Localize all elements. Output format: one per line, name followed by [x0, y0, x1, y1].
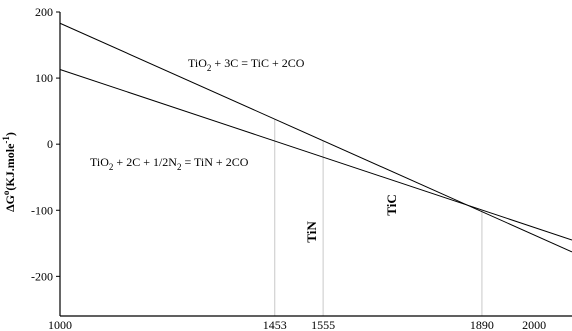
- x-tick-labels: 1000 1453 1555 1890 2000: [48, 318, 546, 331]
- series-lines: [59, 22, 572, 253]
- series-line-tin: [59, 69, 572, 241]
- series-line-tic: [59, 22, 572, 253]
- equation-tic: TiO2 + 3C = TiC + 2CO: [188, 56, 305, 73]
- x-tick-label: 1555: [311, 318, 335, 331]
- equation-tic-b: + 3C = TiC + 2CO: [211, 56, 304, 70]
- equation-tic-a: TiO: [188, 56, 207, 70]
- x-tick-label: 2000: [522, 318, 546, 331]
- equation-tic-a-sub: 2: [207, 63, 212, 73]
- region-label-tin: TiN: [304, 221, 319, 243]
- equation-tin-a: TiO: [90, 155, 109, 169]
- y-tick-labels: 200 100 0 -100 -200: [31, 5, 60, 283]
- equation-tin: TiO2 + 2C + 1/2N2 = TiN + 2CO: [90, 155, 249, 172]
- equation-tin-b-sub: 2: [177, 162, 182, 172]
- y-axis-label-rest: KJ.mole: [3, 143, 17, 187]
- y-axis-label-main: ΔG: [3, 195, 17, 212]
- x-tick-label: 1453: [263, 318, 287, 331]
- y-tick-label: 100: [35, 71, 53, 85]
- x-tick-label: 1890: [470, 318, 494, 331]
- y-tick-label: -200: [31, 269, 53, 283]
- x-tick-label: 1000: [48, 318, 72, 331]
- equation-tin-a-sub: 2: [109, 162, 114, 172]
- y-tick-label: -100: [31, 203, 53, 217]
- y-tick-label: 200: [35, 5, 53, 19]
- y-axis-label: ΔGo(KJ.mole-1): [1, 132, 17, 212]
- equation-tin-c: = TiN + 2CO: [181, 155, 248, 169]
- y-axis-label-sup: o: [1, 190, 11, 195]
- equation-tin-b: + 2C + 1/2N: [113, 155, 177, 169]
- y-axis-label-close: ): [3, 132, 17, 136]
- region-label-tic: TiC: [384, 194, 399, 215]
- y-axis-label-sup2: -1: [1, 136, 11, 144]
- y-axis-label-open: (: [3, 187, 17, 191]
- vertical-guide-lines: [274, 119, 483, 316]
- y-tick-label: 0: [47, 137, 53, 151]
